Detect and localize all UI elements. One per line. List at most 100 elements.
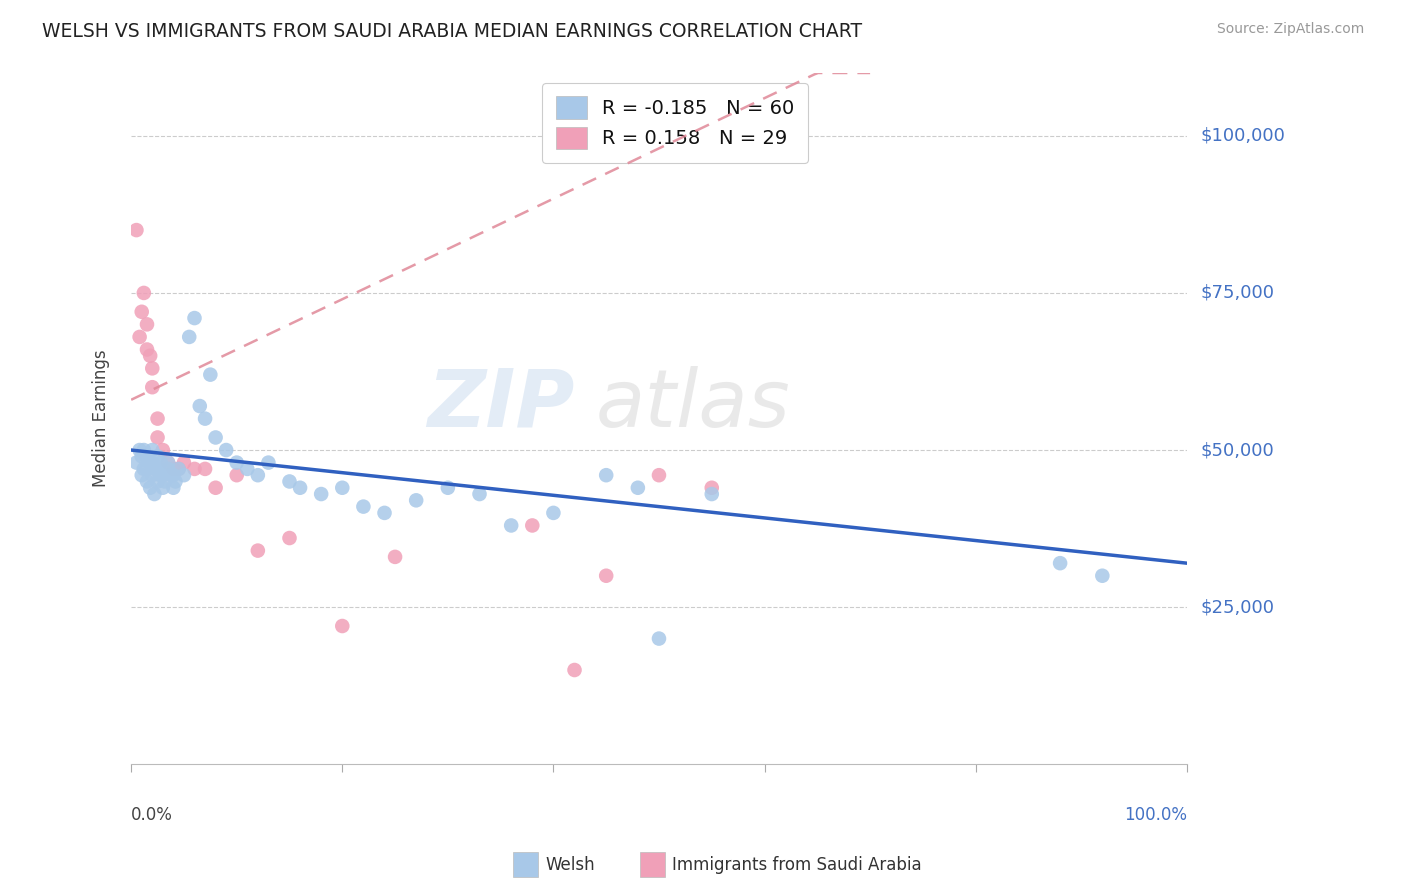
Point	[162, 481, 184, 495]
Point	[648, 468, 671, 483]
Point	[246, 543, 269, 558]
Point	[405, 493, 427, 508]
Point	[141, 468, 163, 483]
Point	[128, 443, 150, 458]
Point	[564, 663, 586, 677]
Point	[136, 475, 159, 489]
Text: WELSH VS IMMIGRANTS FROM SAUDI ARABIA MEDIAN EARNINGS CORRELATION CHART: WELSH VS IMMIGRANTS FROM SAUDI ARABIA ME…	[42, 22, 862, 41]
Text: atlas: atlas	[596, 366, 790, 444]
Point	[131, 305, 153, 319]
Y-axis label: Median Earnings: Median Earnings	[93, 350, 110, 487]
Point	[194, 462, 217, 476]
Point	[595, 568, 617, 582]
Point	[204, 430, 226, 444]
Point	[131, 450, 153, 464]
Point	[139, 481, 162, 495]
Point	[167, 462, 190, 476]
Point	[128, 330, 150, 344]
Point	[139, 349, 162, 363]
Point	[162, 468, 184, 483]
Text: Source: ZipAtlas.com: Source: ZipAtlas.com	[1216, 22, 1364, 37]
Point	[183, 311, 205, 326]
Point	[278, 475, 301, 489]
Point	[188, 399, 211, 413]
Point	[288, 481, 311, 495]
Point	[136, 450, 159, 464]
Point	[146, 450, 169, 464]
Point	[595, 468, 617, 483]
Point	[136, 462, 159, 476]
Point	[165, 475, 187, 489]
Point	[149, 468, 172, 483]
Point	[215, 443, 238, 458]
Point	[278, 531, 301, 545]
Point	[141, 456, 163, 470]
Point	[236, 462, 259, 476]
Point	[522, 518, 544, 533]
Point	[437, 481, 460, 495]
Point	[132, 443, 155, 458]
Text: ZIP: ZIP	[427, 366, 575, 444]
Point	[225, 456, 247, 470]
Point	[149, 456, 172, 470]
Point	[157, 456, 180, 470]
Point	[146, 411, 169, 425]
Point	[146, 475, 169, 489]
Legend: R = -0.185   N = 60, R = 0.158   N = 29: R = -0.185 N = 60, R = 0.158 N = 29	[543, 83, 808, 162]
Point	[136, 318, 159, 332]
Point	[384, 549, 406, 564]
Point	[136, 343, 159, 357]
Point	[157, 456, 180, 470]
Point	[125, 223, 148, 237]
Point	[173, 456, 195, 470]
Point	[132, 285, 155, 300]
Point	[157, 462, 180, 476]
Point	[373, 506, 395, 520]
Point	[352, 500, 374, 514]
Point	[648, 632, 671, 646]
Point	[309, 487, 332, 501]
Text: Welsh: Welsh	[546, 856, 595, 874]
Point	[141, 380, 163, 394]
Point	[183, 462, 205, 476]
Point	[152, 443, 174, 458]
Point	[330, 619, 353, 633]
Text: $100,000: $100,000	[1201, 127, 1285, 145]
Point	[204, 481, 226, 495]
Text: $25,000: $25,000	[1201, 599, 1275, 616]
Point	[330, 481, 353, 495]
Point	[200, 368, 222, 382]
Point	[468, 487, 491, 501]
Point	[627, 481, 650, 495]
Point	[141, 443, 163, 458]
Point	[143, 487, 166, 501]
Point	[146, 462, 169, 476]
Point	[160, 468, 183, 483]
Point	[246, 468, 269, 483]
Point	[225, 468, 247, 483]
Point	[143, 462, 166, 476]
Point	[194, 411, 217, 425]
Point	[1091, 568, 1114, 582]
Point	[153, 475, 176, 489]
Point	[501, 518, 523, 533]
Point	[162, 462, 184, 476]
Point	[152, 468, 174, 483]
Point	[543, 506, 565, 520]
Point	[146, 430, 169, 444]
Point	[700, 481, 723, 495]
Text: $75,000: $75,000	[1201, 284, 1275, 301]
Point	[700, 487, 723, 501]
Point	[131, 468, 153, 483]
Point	[173, 468, 195, 483]
Text: 0.0%: 0.0%	[131, 805, 173, 823]
Point	[139, 456, 162, 470]
Text: 100.0%: 100.0%	[1123, 805, 1187, 823]
Point	[179, 330, 201, 344]
Point	[1049, 556, 1071, 570]
Text: $50,000: $50,000	[1201, 441, 1274, 459]
Point	[125, 456, 148, 470]
Point	[152, 481, 174, 495]
Point	[257, 456, 280, 470]
Text: Immigrants from Saudi Arabia: Immigrants from Saudi Arabia	[672, 856, 922, 874]
